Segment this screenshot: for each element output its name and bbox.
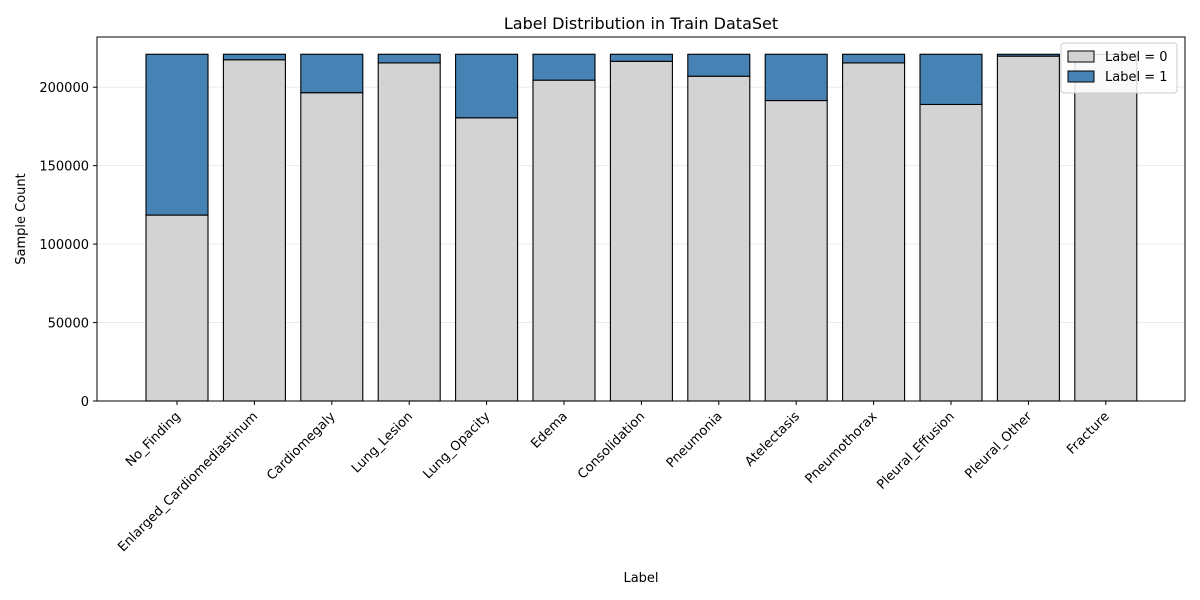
bar-segment-label-0 xyxy=(300,92,364,402)
x-axis-title: Label xyxy=(623,571,658,586)
y-tick-label: 200000 xyxy=(39,81,89,96)
bar-segment-label-1 xyxy=(919,53,983,106)
bar-segment-label-0 xyxy=(687,75,751,402)
legend: Label = 0 Label = 1 xyxy=(1060,42,1178,94)
bar-segment-label-1 xyxy=(842,53,906,64)
y-tick-label: 100000 xyxy=(39,238,89,253)
bar-segment-label-1 xyxy=(764,53,828,102)
legend-label: Label = 0 xyxy=(1105,50,1168,65)
bar-segment-label-0 xyxy=(842,62,906,402)
bar-segment-label-1 xyxy=(996,53,1060,57)
bar-segment-label-1 xyxy=(300,53,364,94)
bar-segment-label-0 xyxy=(455,117,519,402)
y-axis-title: Sample Count xyxy=(14,173,29,264)
bars xyxy=(145,53,1138,402)
bar-segment-label-0 xyxy=(532,79,596,402)
bar-segment-label-0 xyxy=(996,55,1060,402)
bar-segment-label-0 xyxy=(919,103,983,402)
legend-label: Label = 1 xyxy=(1105,70,1168,85)
legend-swatch xyxy=(1067,50,1095,63)
y-tick-label: 150000 xyxy=(39,160,89,175)
bar-segment-label-1 xyxy=(377,53,441,64)
bar-segment-label-0 xyxy=(1074,53,1138,402)
bar-segment-label-1 xyxy=(609,53,673,62)
bar-segment-label-0 xyxy=(377,62,441,402)
bar-segment-label-0 xyxy=(145,214,209,402)
bar-segment-label-1 xyxy=(455,53,519,119)
y-tick-label: 0 xyxy=(81,395,89,410)
y-tick-label: 50000 xyxy=(48,317,89,332)
bar-segment-label-1 xyxy=(532,53,596,81)
plot-frame xyxy=(96,36,1186,402)
chart-title: Label Distribution in Train DataSet xyxy=(504,14,778,33)
bar-segment-label-0 xyxy=(222,59,286,402)
bar-segment-label-0 xyxy=(609,60,673,402)
bar-segment-label-1 xyxy=(145,53,209,216)
bar-segment-label-1 xyxy=(687,53,751,77)
legend-swatch xyxy=(1067,70,1095,83)
bar-segment-label-1 xyxy=(222,53,286,61)
bar-segment-label-0 xyxy=(764,99,828,402)
